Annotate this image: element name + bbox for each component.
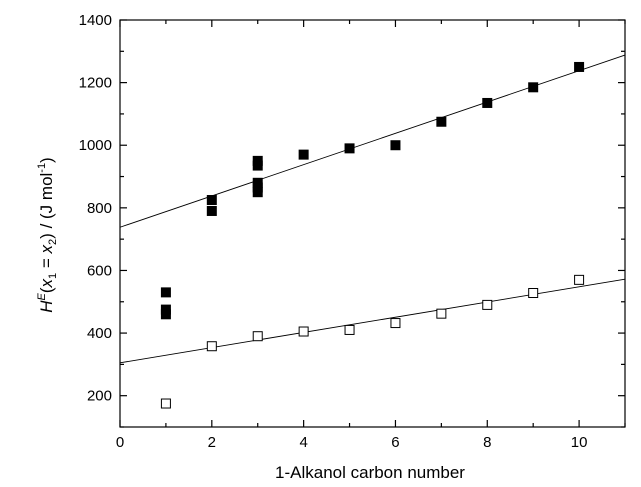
y-title-sup-e: E	[36, 292, 48, 300]
x-axis-title: 1-Alkanol carbon number	[275, 463, 465, 482]
y-tick-label: 800	[87, 200, 112, 217]
ticks: 0 2 4 6 8 10 200 400 600 800 1000 1200 1400	[79, 12, 626, 451]
open-square-point	[390, 318, 401, 329]
open-square-point	[436, 308, 447, 319]
y-tick-label: 1400	[79, 12, 112, 29]
y-title-sub-1: 1	[47, 273, 59, 279]
open-square-point	[298, 326, 309, 337]
x-tick-label: 8	[483, 434, 491, 451]
x-tick-label: 0	[116, 434, 124, 451]
filled-square-point	[206, 195, 217, 206]
y-tick-label: 1200	[79, 75, 112, 92]
data-points	[160, 61, 585, 409]
y-title-end: )	[37, 157, 56, 163]
y-tick-label: 200	[87, 388, 112, 405]
y-title-x1: x	[37, 278, 56, 288]
open-square-point	[206, 341, 217, 352]
filled-square-point	[528, 82, 539, 93]
axes	[119, 19, 626, 428]
y-title-eq: =	[37, 253, 56, 272]
y-title-h: H	[37, 300, 56, 313]
filled-square-point	[160, 287, 171, 298]
open-square-point	[160, 398, 171, 409]
x-tick-label: 6	[391, 434, 399, 451]
y-tick-label: 1000	[79, 137, 112, 154]
open-square-point	[574, 274, 585, 285]
y-title-sup-m1: -1	[36, 163, 48, 173]
fit-lines	[119, 54, 626, 364]
open-square-point	[482, 299, 493, 310]
filled-square-point	[436, 116, 447, 127]
y-axis-title: HE(x1 = x2) / (J mol-1)	[36, 157, 59, 312]
open-square-point	[252, 331, 263, 342]
x-tick-label: 10	[571, 434, 588, 451]
open-square-point	[344, 324, 355, 335]
filled-square-point	[482, 97, 493, 108]
y-tick-label: 400	[87, 325, 112, 342]
x-tick-label: 4	[299, 434, 307, 451]
y-title-units: ) / (J mol	[37, 173, 56, 239]
fit-line	[119, 54, 626, 228]
filled-square-point	[206, 205, 217, 216]
plot-frame	[119, 19, 626, 428]
filled-square-point	[574, 61, 585, 72]
y-tick-label: 600	[87, 262, 112, 279]
filled-square-point	[160, 309, 171, 320]
filled-square-point	[252, 160, 263, 171]
filled-square-point	[252, 187, 263, 198]
x-tick-label: 2	[208, 434, 216, 451]
filled-square-point	[298, 149, 309, 160]
y-title-x2: x	[37, 244, 56, 254]
filled-square-point	[344, 143, 355, 154]
filled-square-point	[390, 140, 401, 151]
fit-line	[119, 278, 626, 364]
open-square-point	[528, 288, 539, 299]
y-title-sub-2: 2	[47, 239, 59, 245]
y-title-open: (	[37, 287, 56, 293]
